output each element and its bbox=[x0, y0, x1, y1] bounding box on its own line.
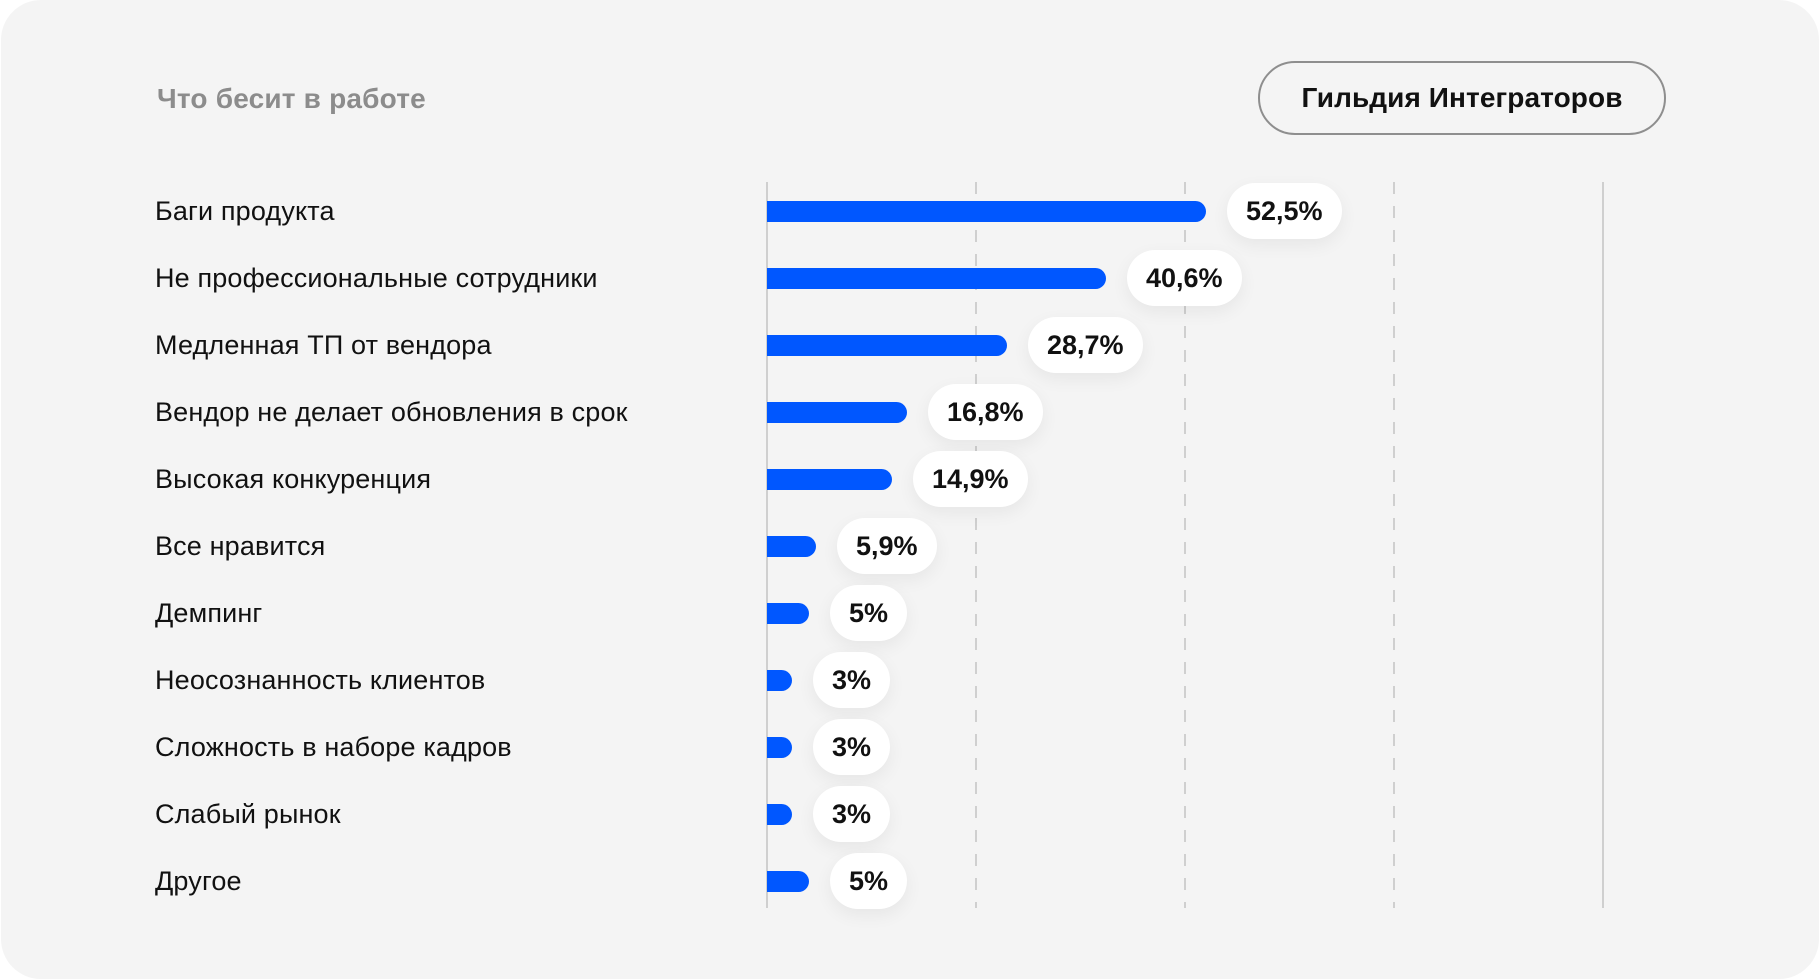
bar bbox=[767, 402, 907, 423]
category-label: Не профессиональные сотрудники bbox=[155, 263, 598, 293]
bar bbox=[767, 603, 809, 624]
org-filter-button[interactable]: Гильдия Интеграторов bbox=[1258, 61, 1666, 135]
category-label: Другое bbox=[155, 866, 242, 896]
bar bbox=[767, 335, 1007, 356]
value-badge: 40,6% bbox=[1127, 250, 1242, 306]
category-label: Неосознанность клиентов bbox=[155, 665, 486, 695]
value-badge: 5,9% bbox=[837, 518, 937, 574]
value-badge: 52,5% bbox=[1227, 183, 1342, 239]
bar bbox=[767, 670, 792, 691]
gridline-100 bbox=[1602, 182, 1604, 908]
gridline-25 bbox=[975, 182, 977, 908]
value-badge: 3% bbox=[813, 786, 891, 842]
gridline-50 bbox=[1184, 182, 1186, 908]
value-badge: 5% bbox=[830, 853, 908, 909]
bar bbox=[767, 469, 892, 490]
category-label: Баги продукта bbox=[155, 196, 335, 226]
category-label: Сложность в наборе кадров bbox=[155, 732, 512, 762]
bar bbox=[767, 536, 816, 557]
value-badge: 28,7% bbox=[1028, 317, 1143, 373]
value-badge: 14,9% bbox=[913, 451, 1028, 507]
value-badge: 16,8% bbox=[928, 384, 1043, 440]
category-label: Высокая конкуренция bbox=[155, 464, 432, 494]
category-label: Все нравится bbox=[155, 531, 326, 561]
category-label: Медленная ТП от вендора bbox=[155, 330, 492, 360]
bar bbox=[767, 737, 792, 758]
bar bbox=[767, 804, 792, 825]
gridline-75 bbox=[1393, 182, 1395, 908]
category-label: Слабый рынок bbox=[155, 799, 341, 829]
bar bbox=[767, 201, 1206, 222]
bar bbox=[767, 268, 1106, 289]
value-badge: 5% bbox=[830, 585, 908, 641]
category-label: Вендор не делает обновления в срок bbox=[155, 397, 628, 427]
category-label: Демпинг bbox=[155, 598, 263, 628]
value-badge: 3% bbox=[813, 719, 891, 775]
chart-title: Что бесит в работе bbox=[157, 83, 426, 114]
bar bbox=[767, 871, 809, 892]
value-badge: 3% bbox=[813, 652, 891, 708]
